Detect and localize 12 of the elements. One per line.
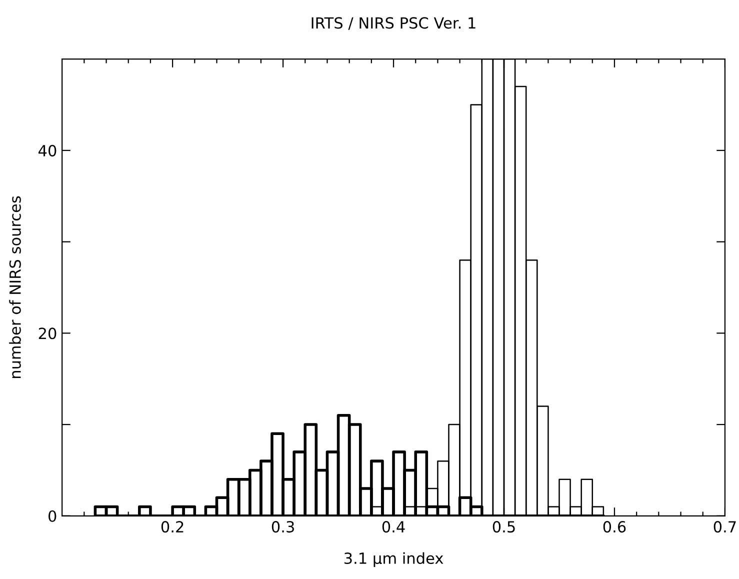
x-tick-label: 0.5 [492,521,515,533]
y-tick-label: 40 [38,144,56,156]
x-tick-label: 0.4 [382,521,405,533]
chart-title: IRTS / NIRS PSC Ver. 1 [312,17,476,30]
x-tick-label: 0.3 [272,521,294,533]
x-tick-label: 0.6 [603,521,626,533]
y-tick-label: 0 [48,510,56,522]
x-axis-title: 3.1 μm index [344,552,444,567]
x-tick-label: 0.7 [714,521,736,533]
y-tick-label: 20 [38,328,56,340]
x-tick-label: 0.2 [161,521,184,533]
y-axis-title: number of NIRS sources [9,196,21,378]
